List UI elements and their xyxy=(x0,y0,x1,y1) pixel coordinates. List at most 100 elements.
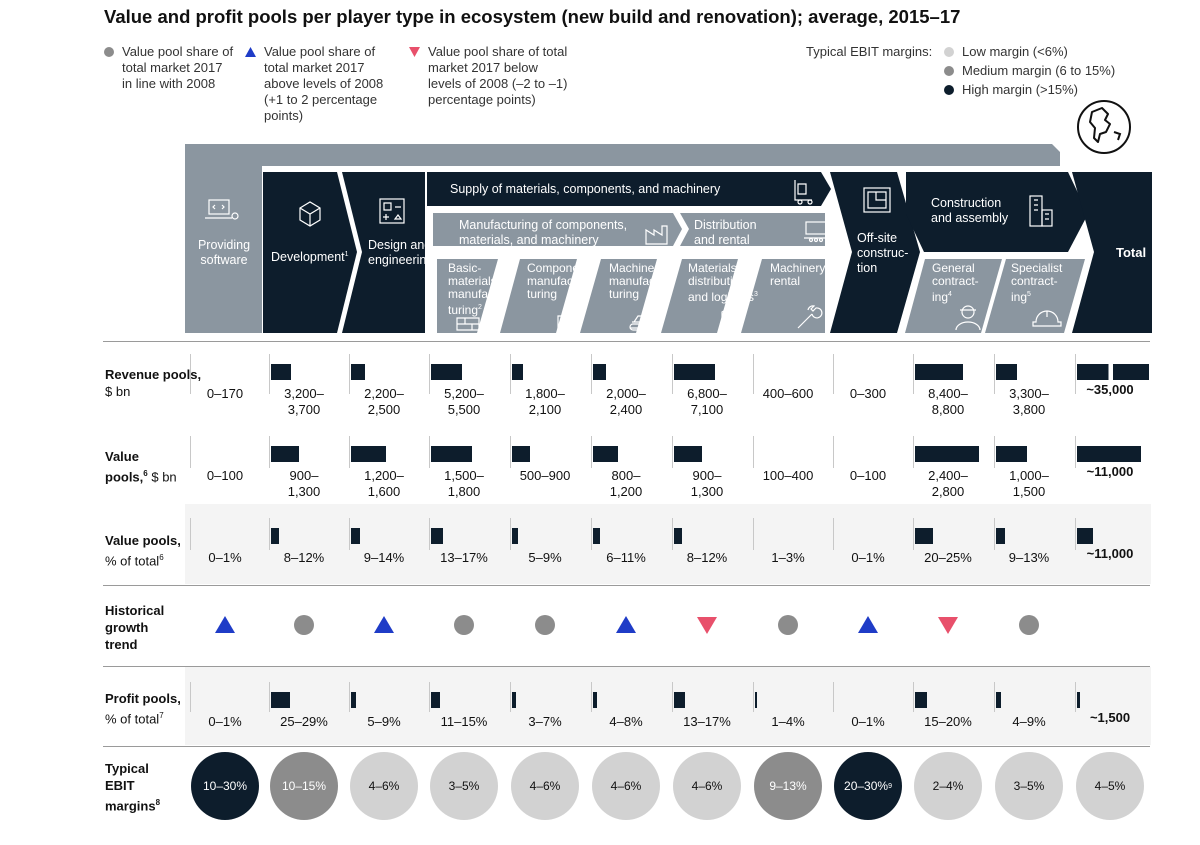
general-text: General contract- ing xyxy=(932,261,979,304)
legend-circle: Value pool share of total market 2017 in… xyxy=(104,44,234,92)
cell-tick xyxy=(833,354,834,394)
revenue-row-label: Revenue pools, $ bn xyxy=(105,366,201,400)
design-label: Design and engineering xyxy=(368,238,434,267)
value_pct-value: 0–1% xyxy=(208,550,242,565)
general-contracting-label: General contract- ing4 xyxy=(932,262,988,304)
total-label: Total xyxy=(1116,245,1147,260)
revenue-value: 8,400– 8,800 xyxy=(928,386,968,417)
legend-up: Value pool share of total market 2017 ab… xyxy=(245,44,400,124)
bulldozer-icon xyxy=(629,315,652,331)
value-pct-row-label: Value pools, % of total6 xyxy=(105,532,181,569)
box-check-icon xyxy=(721,305,743,331)
value-bn-label-text: Value xyxy=(105,449,139,464)
ebit-row-label: Typical EBIT margins8 xyxy=(105,760,165,814)
cell-tick xyxy=(591,354,592,394)
ebit-value: 20–30% xyxy=(844,779,889,793)
revenue-bar xyxy=(996,364,1017,380)
ebit-sup: 9 xyxy=(888,782,892,790)
profit-bar xyxy=(431,692,441,708)
trend-marker xyxy=(938,617,958,634)
cell-tick xyxy=(833,518,834,550)
trend-marker xyxy=(374,616,394,633)
value_bn-value: 100–400 xyxy=(762,468,814,483)
value_bn-value: 0–100 xyxy=(849,468,887,483)
cell-tick xyxy=(994,354,995,394)
pallet-icon xyxy=(804,221,828,243)
revenue-value: 0–170 xyxy=(206,386,244,401)
low-margin-dot-icon xyxy=(944,47,954,57)
distribution-label: Distribution and rental xyxy=(694,218,757,247)
materials-dist-sup: 3 xyxy=(754,291,758,298)
component-chevron xyxy=(500,259,577,333)
cell-tick xyxy=(591,518,592,550)
value_bn-bar xyxy=(431,446,473,462)
ebit-value: 10–30% xyxy=(202,779,248,793)
value_bn-value: 2,400– 2,800 xyxy=(928,468,968,499)
cell-tick xyxy=(913,682,914,712)
construction-label: Construction and assembly xyxy=(931,196,1009,225)
value_bn-bar xyxy=(593,446,618,462)
revenue-bar xyxy=(512,364,524,380)
general-sup: 4 xyxy=(948,291,952,298)
cell-tick xyxy=(269,436,270,468)
cell-tick xyxy=(190,354,191,394)
revenue-value: 6,800– 7,100 xyxy=(687,386,727,417)
profit-value: 15–20% xyxy=(924,714,972,729)
cell-tick xyxy=(429,436,430,468)
value_bn-value: 900– 1,300 xyxy=(287,468,321,499)
basic-text: Basic- materials manufac- turing xyxy=(448,261,499,317)
revenue-value: 400–600 xyxy=(762,386,814,401)
circle-marker-icon xyxy=(104,47,114,57)
cell-tick xyxy=(913,354,914,394)
cell-tick xyxy=(349,682,350,712)
trend-marker xyxy=(858,616,878,633)
value_pct-bar xyxy=(271,528,279,544)
cell-tick xyxy=(753,354,754,394)
offsite-chevron xyxy=(830,172,920,333)
ebit-sup: 8 xyxy=(155,798,161,807)
materials-dist-chevron xyxy=(661,259,738,333)
specialist-contracting-chevron xyxy=(985,259,1085,333)
hardhat-icon xyxy=(1032,310,1062,327)
profit-row-label: Profit pools, % of total7 xyxy=(105,690,181,727)
value_pct-value: 1–3% xyxy=(771,550,805,565)
software-icon xyxy=(205,199,239,220)
value_bn-value: 500–900 xyxy=(519,468,571,483)
ebit-label-text: Typical EBIT margins xyxy=(105,761,156,814)
ebit-value: 4–6% xyxy=(610,779,642,793)
cell-tick xyxy=(994,518,995,550)
ebit-value: 2–4% xyxy=(932,779,964,793)
divider xyxy=(103,341,1150,342)
design-grid-icon xyxy=(379,198,405,224)
revenue-bar xyxy=(351,364,365,380)
ebit-circle: 3–5% xyxy=(430,752,498,820)
value_pct-value: 8–12% xyxy=(283,550,325,565)
circle-marker-icon xyxy=(454,615,474,635)
revenue-value: ~35,000 xyxy=(1086,382,1134,397)
ebit-circle: 4–5% xyxy=(1076,752,1144,820)
ebit-legend-high: High margin (>15%) xyxy=(944,82,1078,98)
revenue-bar xyxy=(271,364,292,380)
cell-tick xyxy=(672,436,673,468)
trend-marker xyxy=(454,615,474,635)
cell-tick xyxy=(190,436,191,468)
triangle-down-icon xyxy=(938,617,958,634)
cell-tick xyxy=(510,682,511,712)
value_pct-value: 9–13% xyxy=(1008,550,1050,565)
profit-value: 13–17% xyxy=(683,714,731,729)
buildings-icon xyxy=(1029,195,1053,227)
triangle-down-icon xyxy=(409,47,420,57)
development-chevron xyxy=(263,172,357,333)
factory-icon xyxy=(645,225,668,245)
ebit-value: 3–5% xyxy=(1013,779,1045,793)
forklift-icon xyxy=(794,180,813,205)
specialist-contracting-label: Specialist contract- ing5 xyxy=(1011,262,1067,304)
profit-bar xyxy=(1077,692,1080,708)
development-label: Development1 xyxy=(271,247,349,265)
cell-tick xyxy=(349,436,350,468)
development-sup: 1 xyxy=(344,251,349,258)
revenue-label-text: Revenue pools, xyxy=(105,367,202,382)
ebit-value: 4–6% xyxy=(529,779,561,793)
value_bn-bar xyxy=(674,446,702,462)
ebit-circle: 2–4% xyxy=(914,752,982,820)
